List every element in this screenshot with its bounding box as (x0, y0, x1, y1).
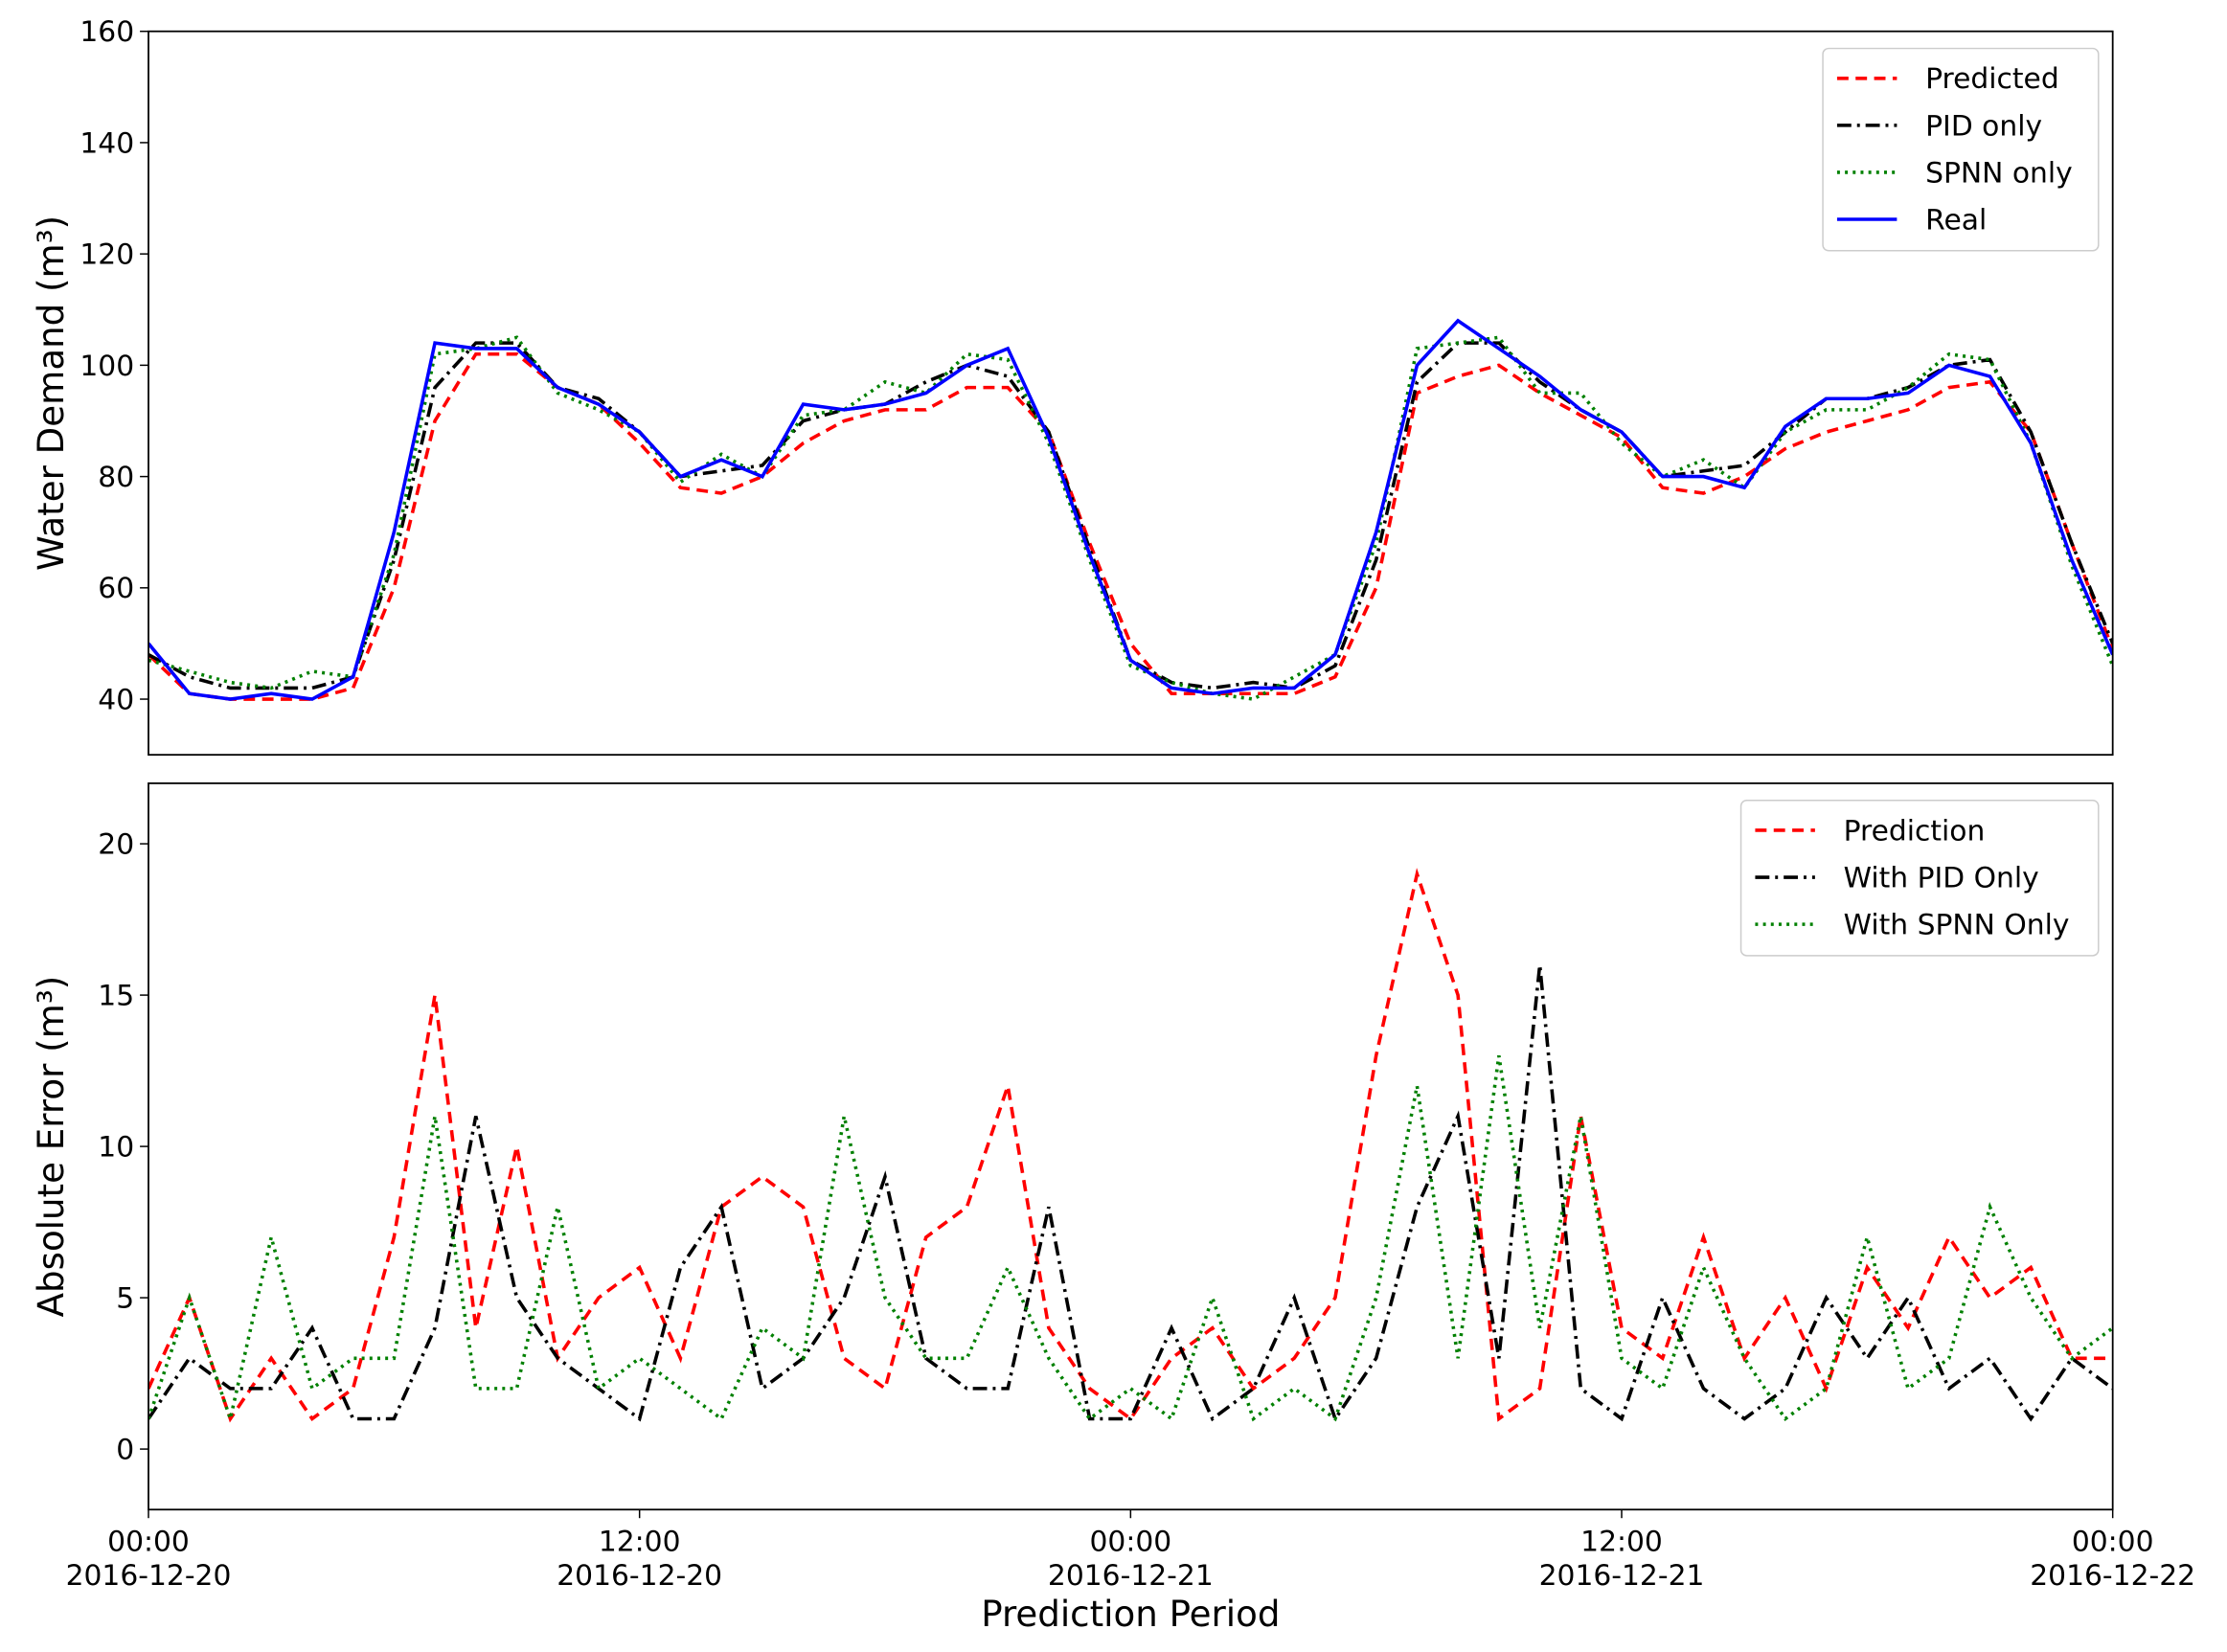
legend-label: SPNN only (1925, 156, 2073, 190)
y-tick-label: 0 (116, 1434, 134, 1467)
y-tick-label: 20 (98, 827, 134, 861)
plot-frame (148, 30, 2114, 757)
series-line (148, 1055, 2113, 1426)
x-tick-label: 12:00 2016-12-20 (557, 1525, 722, 1593)
legend-label: Prediction (1844, 814, 1986, 848)
x-tick-label: 00:00 2016-12-21 (1048, 1525, 1214, 1593)
legend-box (1739, 799, 2100, 957)
legend-box (1822, 47, 2100, 252)
series-line (148, 335, 2113, 701)
y-tick-label: 10 (98, 1131, 134, 1165)
x-axis-label: Prediction Period (981, 1593, 1280, 1635)
y-tick-label: 80 (98, 461, 134, 494)
x-tick-label: 00:00 2016-12-20 (66, 1525, 232, 1593)
x-tick-label: 12:00 2016-12-21 (1539, 1525, 1705, 1593)
x-tick-label: 00:00 2016-12-22 (2030, 1525, 2195, 1593)
y-axis-label: Water Demand (m³) (30, 215, 72, 571)
legend-label: With SPNN Only (1844, 909, 2070, 942)
series-line (148, 318, 2113, 701)
y-tick-label: 40 (98, 683, 134, 716)
legend-label: PID only (1925, 109, 2042, 143)
y-tick-label: 5 (116, 1282, 134, 1316)
series-line (148, 964, 2113, 1423)
series-line (148, 868, 2113, 1423)
legend-label: With PID Only (1844, 861, 2039, 894)
plot-frame (148, 781, 2114, 1511)
y-tick-label: 120 (80, 238, 134, 272)
series-line (148, 351, 2113, 701)
y-tick-label: 140 (80, 126, 134, 160)
series-line (148, 341, 2113, 690)
legend-label: Predicted (1925, 62, 2059, 96)
legend-label: Real (1925, 203, 1987, 237)
y-axis-label: Absolute Error (m³) (30, 976, 72, 1318)
y-tick-label: 100 (80, 350, 134, 383)
y-tick-label: 15 (98, 979, 134, 1012)
y-tick-label: 160 (80, 15, 134, 49)
y-tick-label: 60 (98, 572, 134, 605)
